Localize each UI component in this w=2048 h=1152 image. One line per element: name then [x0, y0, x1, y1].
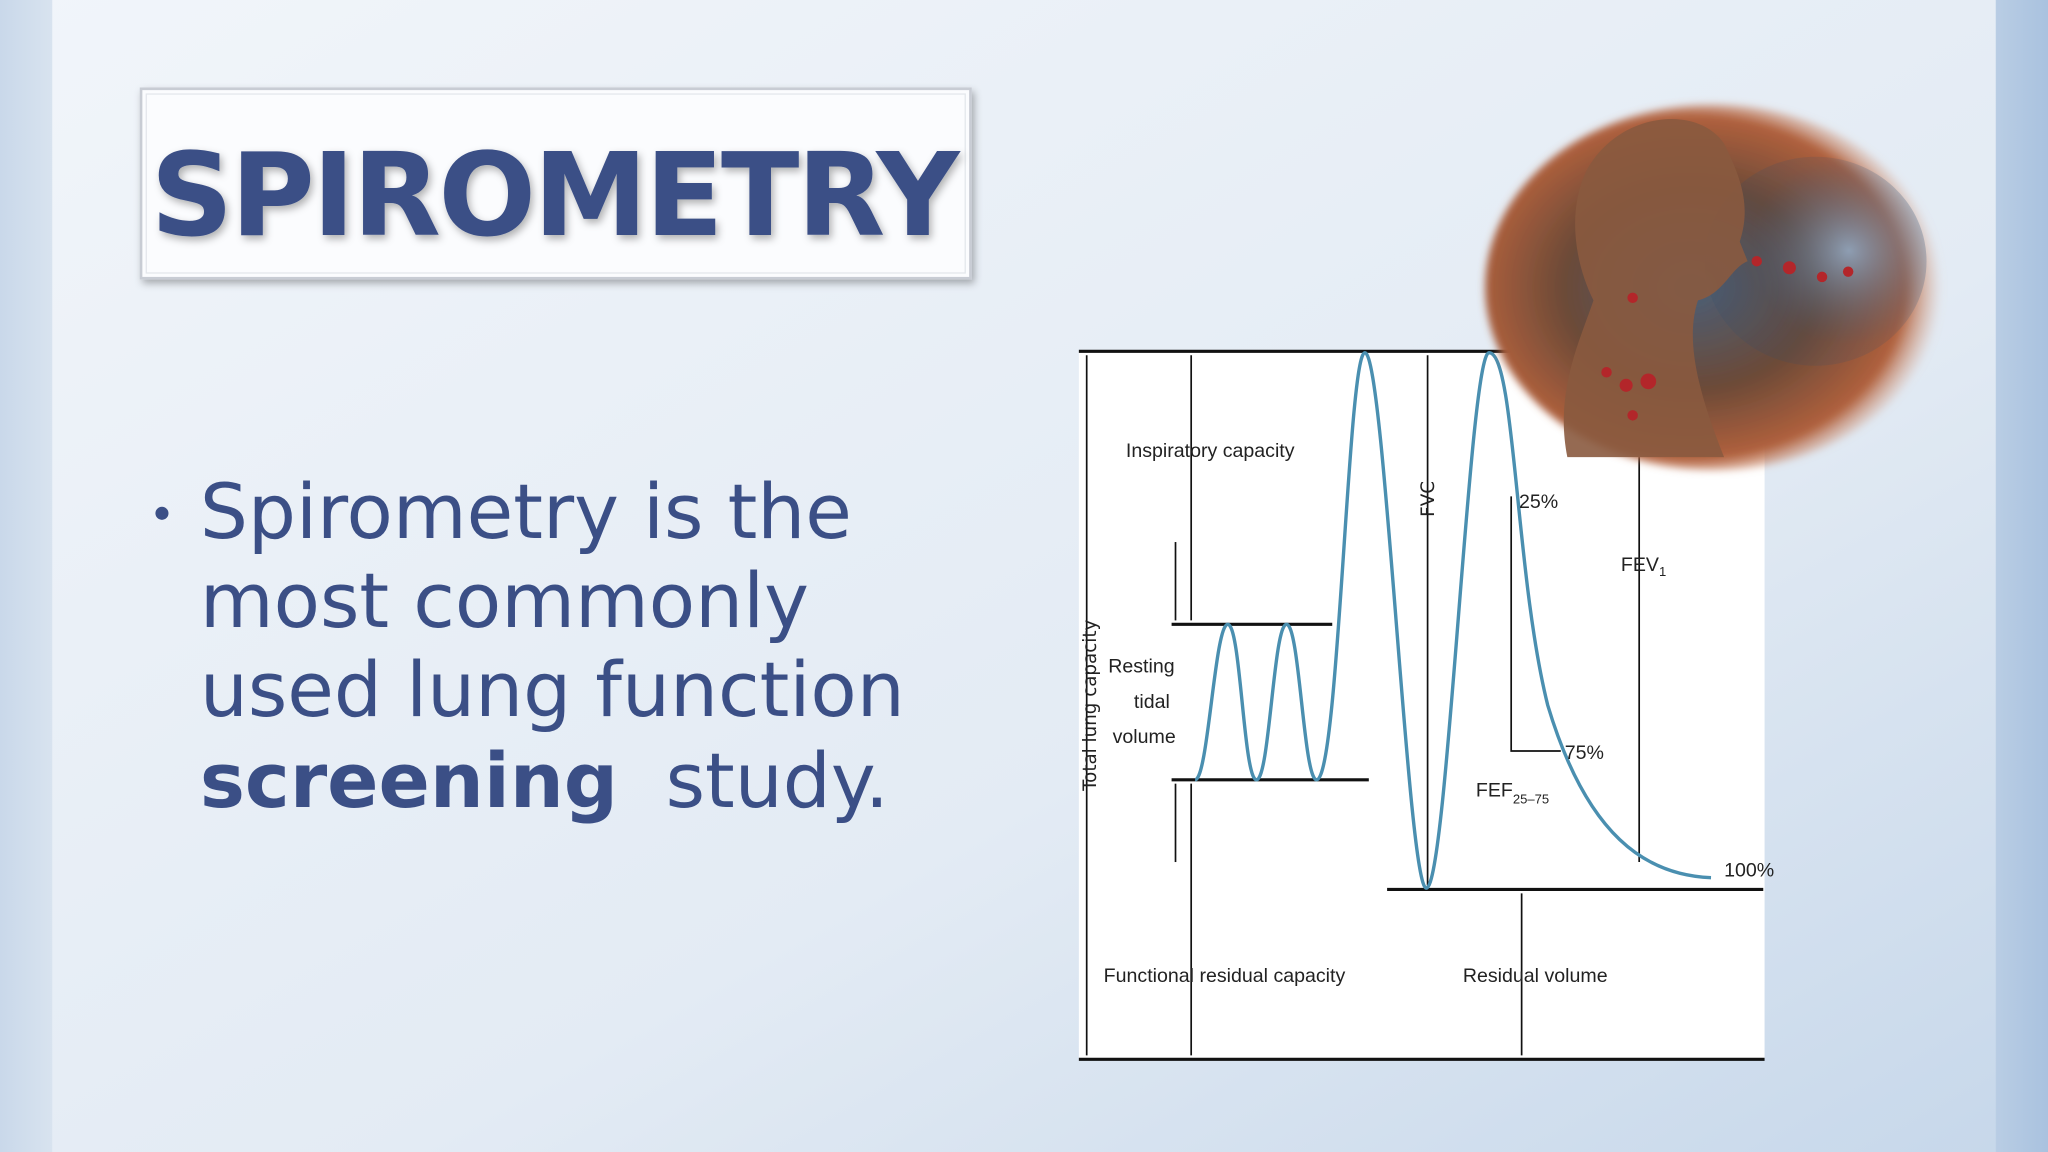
photo-grid — [1704, 156, 1927, 366]
label: Total lung capacity — [1080, 620, 1101, 792]
bullet-line: used lung function — [200, 646, 905, 734]
label-text: FEF — [1476, 780, 1513, 802]
label: FEV1 — [1621, 554, 1666, 579]
particle — [1601, 367, 1612, 378]
particle — [1782, 261, 1796, 275]
label: FVC — [1418, 481, 1439, 517]
photo-particles — [1601, 256, 1854, 421]
label-text: FEV — [1621, 554, 1659, 576]
particle — [1619, 378, 1633, 392]
edge-band — [1995, 0, 2048, 1152]
bullet-line: Spirometry is the — [200, 468, 852, 556]
label-sub: 1 — [1659, 564, 1666, 579]
label-sub: 25–75 — [1513, 791, 1549, 806]
label: Residual volume — [1463, 965, 1608, 987]
spirometry-diagram: Inspiratory capacity Resting tidal volum… — [1078, 349, 1774, 1061]
volume-curve — [1193, 350, 1712, 890]
bullet-text: Spirometry is the most commonly used lun… — [200, 468, 929, 825]
title-box-inner — [145, 93, 966, 274]
edge-band — [0, 0, 53, 1152]
bullet-line: most commonly — [200, 557, 809, 645]
label-line: volume — [1113, 726, 1176, 748]
label-line: Resting — [1108, 656, 1174, 678]
bullet-line: study. — [666, 737, 889, 825]
label: FEF25–75 — [1476, 780, 1549, 807]
label-line: tidal — [1134, 691, 1170, 713]
label: 100% — [1724, 859, 1774, 881]
particle — [1751, 256, 1762, 267]
photo-vignette — [1485, 104, 1943, 471]
particle — [1627, 410, 1638, 421]
label: 25% — [1519, 491, 1558, 513]
label: Resting tidal volume — [1108, 656, 1180, 749]
particle — [1627, 292, 1638, 304]
diagram-panel — [1078, 350, 1765, 1060]
title-box — [139, 87, 972, 280]
bullet-dot — [155, 506, 169, 520]
particle — [1640, 373, 1657, 390]
bullet-emphasis: screening — [200, 737, 618, 825]
label: Functional residual capacity — [1104, 965, 1346, 987]
label: Inspiratory capacity — [1126, 440, 1295, 462]
title: SPIROMETRY — [151, 129, 962, 263]
bracket — [1510, 496, 1561, 752]
particle — [1816, 271, 1828, 283]
label: 75% — [1565, 742, 1604, 764]
particle — [1842, 266, 1854, 277]
